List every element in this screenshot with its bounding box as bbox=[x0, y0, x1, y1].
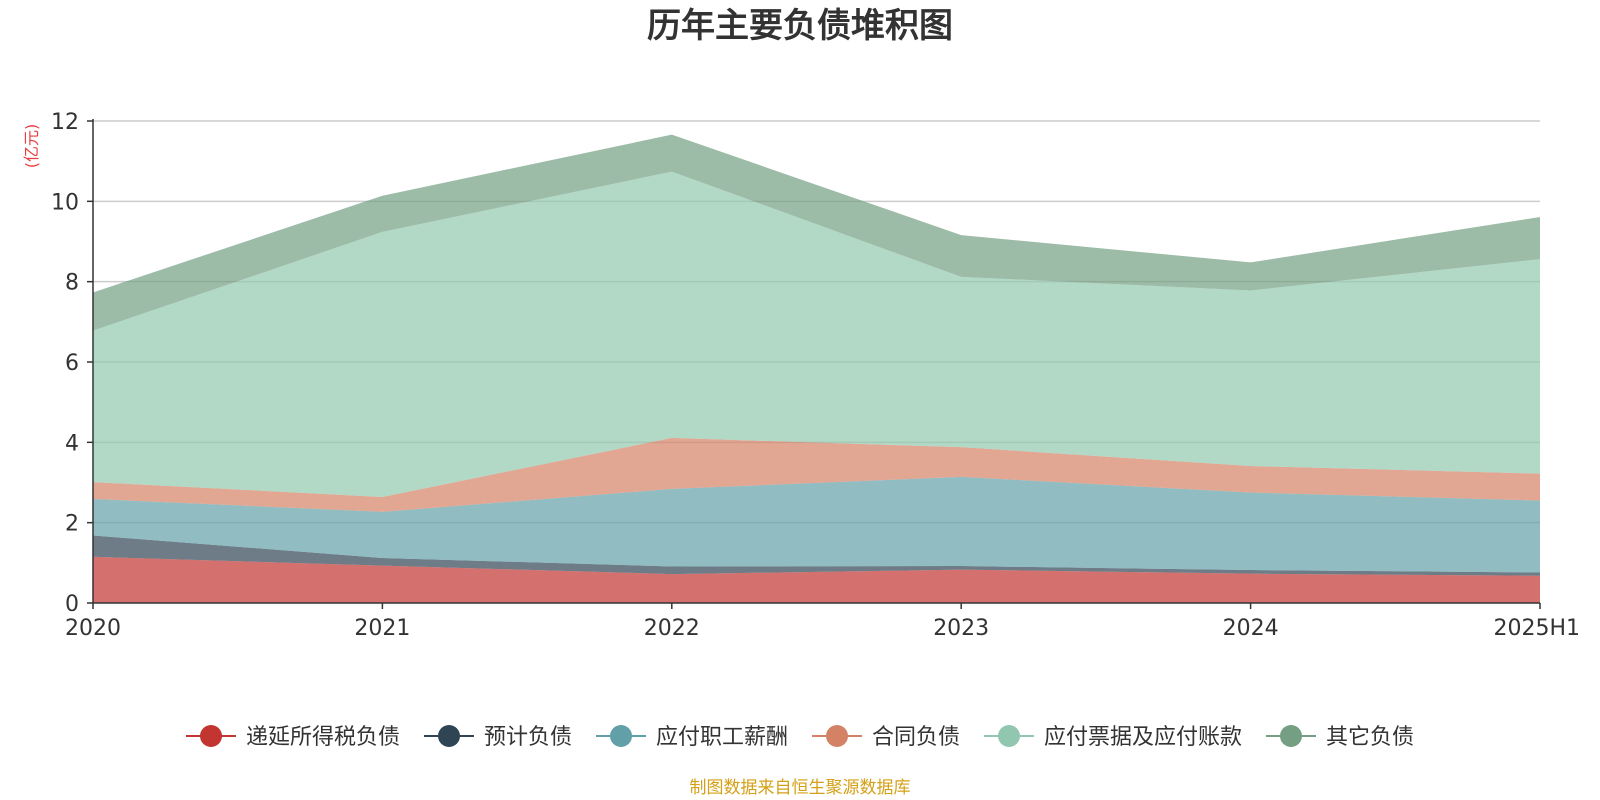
chart-title: 历年主要负债堆积图 bbox=[647, 6, 953, 46]
legend-label: 递延所得税负债 bbox=[246, 725, 400, 750]
legend-item-5[interactable]: 应付票据及应付账款 bbox=[984, 725, 1242, 750]
y-tick-label: 0 bbox=[65, 592, 79, 617]
area-series-4 bbox=[93, 437, 1540, 512]
legend-label: 应付职工薪酬 bbox=[656, 725, 788, 750]
x-tick-label: 2022 bbox=[644, 616, 700, 641]
area-series-3 bbox=[93, 476, 1540, 573]
axes: 0 2 4 6 8 10 12 2020 2021 2022 2023 2024 2025H1 bbox=[51, 110, 1580, 641]
legend-label: 其它负债 bbox=[1326, 725, 1414, 750]
area-series-1 bbox=[93, 556, 1540, 603]
y-tick-label: 4 bbox=[65, 431, 79, 456]
y-tick-label: 12 bbox=[51, 110, 79, 135]
x-tick-label: 2021 bbox=[354, 616, 410, 641]
legend-marker-icon bbox=[826, 725, 848, 747]
legend-label: 合同负债 bbox=[872, 725, 960, 750]
legend-marker-icon bbox=[998, 725, 1020, 747]
y-axis-unit-label: (亿元) bbox=[22, 124, 41, 169]
x-tick-label: 2025H1 bbox=[1493, 616, 1580, 641]
legend-item-1[interactable]: 递延所得税负债 bbox=[186, 725, 400, 750]
area-series-layer bbox=[93, 134, 1540, 603]
legend-label: 应付票据及应付账款 bbox=[1044, 725, 1242, 750]
area-series-2 bbox=[93, 535, 1540, 576]
legend-marker-icon bbox=[438, 725, 460, 747]
x-tick-label: 2024 bbox=[1223, 616, 1279, 641]
legend-item-4[interactable]: 合同负债 bbox=[812, 725, 960, 750]
y-tick-label: 8 bbox=[65, 271, 79, 296]
data-source-note: 制图数据来自恒生聚源数据库 bbox=[690, 778, 911, 798]
legend-label: 预计负债 bbox=[484, 725, 572, 750]
legend-marker-icon bbox=[200, 725, 222, 747]
legend-marker-icon bbox=[1280, 725, 1302, 747]
y-tick-label: 2 bbox=[65, 512, 79, 537]
legend: 递延所得税负债 预计负债 应付职工薪酬 合同负债 应付票据及应付账款 其它负债 bbox=[186, 725, 1414, 750]
area-series-5 bbox=[93, 171, 1540, 497]
y-tick-label: 6 bbox=[65, 351, 79, 376]
legend-item-3[interactable]: 应付职工薪酬 bbox=[596, 725, 788, 750]
x-tick-label: 2020 bbox=[65, 616, 121, 641]
legend-item-6[interactable]: 其它负债 bbox=[1266, 725, 1414, 750]
y-tick-label: 10 bbox=[51, 190, 79, 215]
area-series-6 bbox=[93, 134, 1540, 331]
legend-item-2[interactable]: 预计负债 bbox=[424, 725, 572, 750]
x-tick-label: 2023 bbox=[933, 616, 989, 641]
legend-marker-icon bbox=[610, 725, 632, 747]
